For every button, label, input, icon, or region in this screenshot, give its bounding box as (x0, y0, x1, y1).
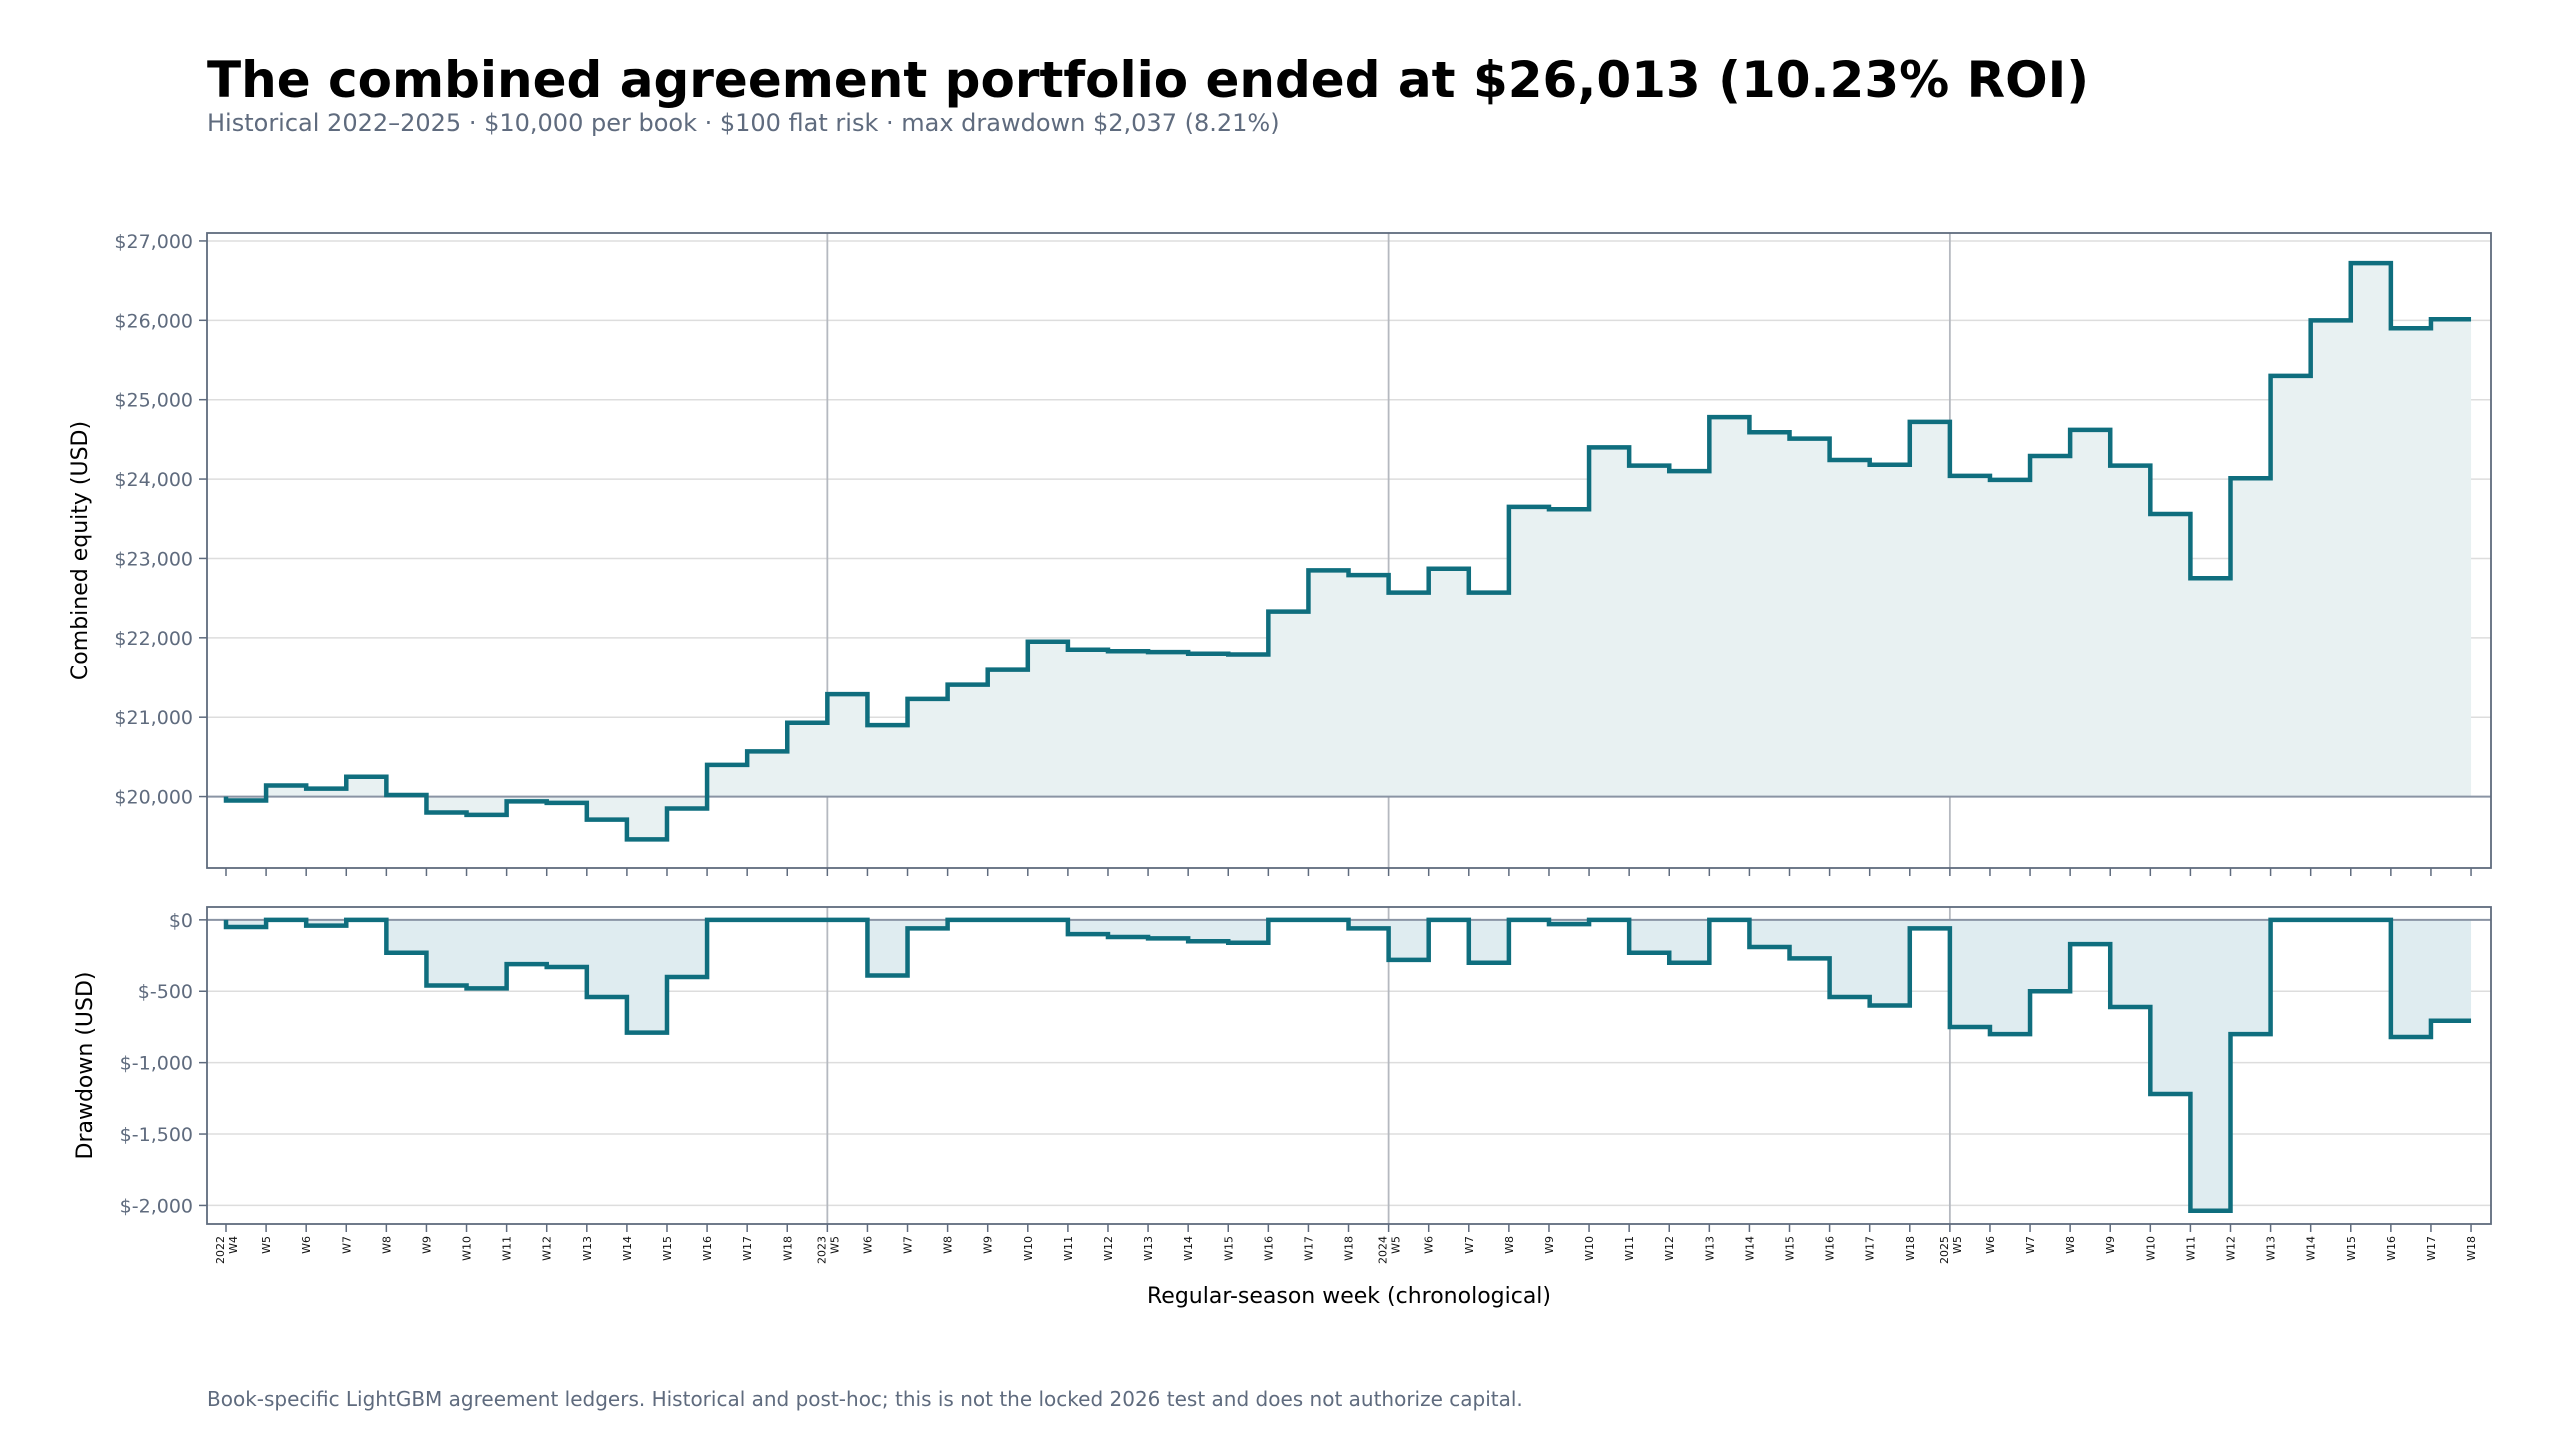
y-axis-label: Drawdown (USD) (73, 972, 98, 1160)
x-tick-label: W17 (741, 1236, 754, 1261)
x-tick-label: W10 (1022, 1236, 1035, 1261)
x-tick-label: W7 (340, 1236, 353, 1254)
x-tick-label: W7 (2024, 1236, 2037, 1254)
x-tick-label: W14 (1182, 1236, 1195, 1261)
x-tick-label: W10 (461, 1236, 474, 1261)
y-tick-label: $0 (169, 910, 193, 932)
x-tick-label: W14 (621, 1236, 634, 1261)
x-tick-label: W10 (1583, 1236, 1596, 1261)
x-tick-label: W12 (1663, 1236, 1676, 1261)
x-tick-label: W6 (1984, 1236, 1997, 1254)
x-tick-label: W5 (260, 1236, 273, 1254)
x-tick-label: W13 (1142, 1236, 1155, 1261)
x-tick-label: W9 (420, 1236, 433, 1254)
y-tick-label: $-500 (138, 981, 193, 1003)
drawdown-line (223, 917, 2472, 1213)
equity-line (223, 260, 2472, 842)
x-tick-label: W8 (2064, 1236, 2077, 1254)
x-tick-label: W15 (661, 1236, 674, 1261)
x-tick-label: W18 (781, 1236, 794, 1261)
x-tick-label: W18 (1904, 1236, 1917, 1261)
y-tick-label: $23,000 (114, 548, 193, 570)
y-tick-label: $-1,500 (120, 1124, 193, 1146)
x-tick-label: W12 (1102, 1236, 1115, 1261)
x-tick-label: W5 (1390, 1236, 1403, 1254)
x-tick-label: W17 (1864, 1236, 1877, 1261)
x-tick-label: W5 (828, 1236, 841, 1254)
x-tick-year: 2022 (214, 1236, 227, 1264)
x-tick-label: W16 (1262, 1236, 1275, 1261)
x-tick-label: W10 (2144, 1236, 2157, 1261)
y-tick-label: $22,000 (114, 628, 193, 650)
x-tick-year: 2025 (1938, 1236, 1951, 1264)
y-tick-label: $21,000 (114, 707, 193, 729)
x-tick-label: W9 (2104, 1236, 2117, 1254)
y-tick-label: $26,000 (114, 310, 193, 332)
x-tick-label: W7 (1463, 1236, 1476, 1254)
x-tick-label: W4 (227, 1236, 240, 1254)
x-tick-label: W11 (501, 1236, 514, 1261)
x-tick-label: W5 (1951, 1236, 1964, 1254)
x-tick-label: W8 (1503, 1236, 1516, 1254)
x-tick-label: W9 (982, 1236, 995, 1254)
x-tick-label: W6 (861, 1236, 874, 1254)
y-tick-label: $27,000 (114, 231, 193, 253)
x-tick-label: W13 (1703, 1236, 1716, 1261)
x-tick-label: W16 (1824, 1236, 1837, 1261)
x-tick-label: W8 (380, 1236, 393, 1254)
x-axis: 2022 W4 W5 W6 W7 W8 W9 W10 W11 W12 W13 W14 W15 W16 W17… (214, 1224, 2478, 1309)
drawdown-area (226, 919, 2472, 1211)
x-tick-label: W13 (581, 1236, 594, 1261)
x-tick-label: W11 (2184, 1236, 2197, 1261)
equity-panel: $20,000 $21,000 $22,000 $23,000 $24,000 $25,0… (68, 231, 2492, 876)
x-axis-label: Regular-season week (chronological) (1147, 1284, 1551, 1309)
x-tick-year: 2023 (815, 1236, 828, 1264)
y-axis-label: Combined equity (USD) (68, 421, 93, 680)
x-tick-label: W15 (1222, 1236, 1235, 1261)
y-tick-label: $-2,000 (120, 1195, 193, 1217)
x-tick-label: W18 (2465, 1236, 2478, 1261)
x-tick-label: W14 (2305, 1236, 2318, 1261)
y-tick-label: $-1,000 (120, 1053, 193, 1075)
x-tick-label: W15 (2345, 1236, 2358, 1261)
x-tick-label: W7 (902, 1236, 915, 1254)
drawdown-panel: $0 $-500 $-1,000 $-1,500 $-2,000 Drawdown (US… (73, 906, 2492, 1225)
x-tick-label: W15 (1784, 1236, 1797, 1261)
y-tick-label: $25,000 (114, 390, 193, 412)
footnote: Book-specific LightGBM agreement ledgers… (207, 1387, 1523, 1411)
y-tick-label: $24,000 (114, 469, 193, 491)
x-tick-label: W12 (541, 1236, 554, 1261)
x-tick-label: W12 (2225, 1236, 2238, 1261)
x-tick-label: W17 (2425, 1236, 2438, 1261)
x-tick-label: W11 (1623, 1236, 1636, 1261)
x-tick-label: W17 (1302, 1236, 1315, 1261)
x-tick-label: W13 (2265, 1236, 2278, 1261)
x-tick-label: W6 (1423, 1236, 1436, 1254)
x-tick-year: 2024 (1377, 1236, 1390, 1264)
x-tick-label: W9 (1543, 1236, 1556, 1254)
y-tick-label: $20,000 (114, 787, 193, 809)
x-tick-label: W11 (1062, 1236, 1075, 1261)
x-tick-label: W18 (1343, 1236, 1356, 1261)
chart-subtitle: Historical 2022–2025 · $10,000 per book … (207, 109, 1280, 137)
x-tick-label: W16 (2385, 1236, 2398, 1261)
x-tick-label: W6 (300, 1236, 313, 1254)
x-tick-label: W8 (942, 1236, 955, 1254)
equity-area (226, 263, 2472, 840)
x-tick-label: W14 (1743, 1236, 1756, 1261)
chart-title: The combined agreement portfolio ended a… (207, 51, 2090, 109)
x-tick-label: W16 (701, 1236, 714, 1261)
